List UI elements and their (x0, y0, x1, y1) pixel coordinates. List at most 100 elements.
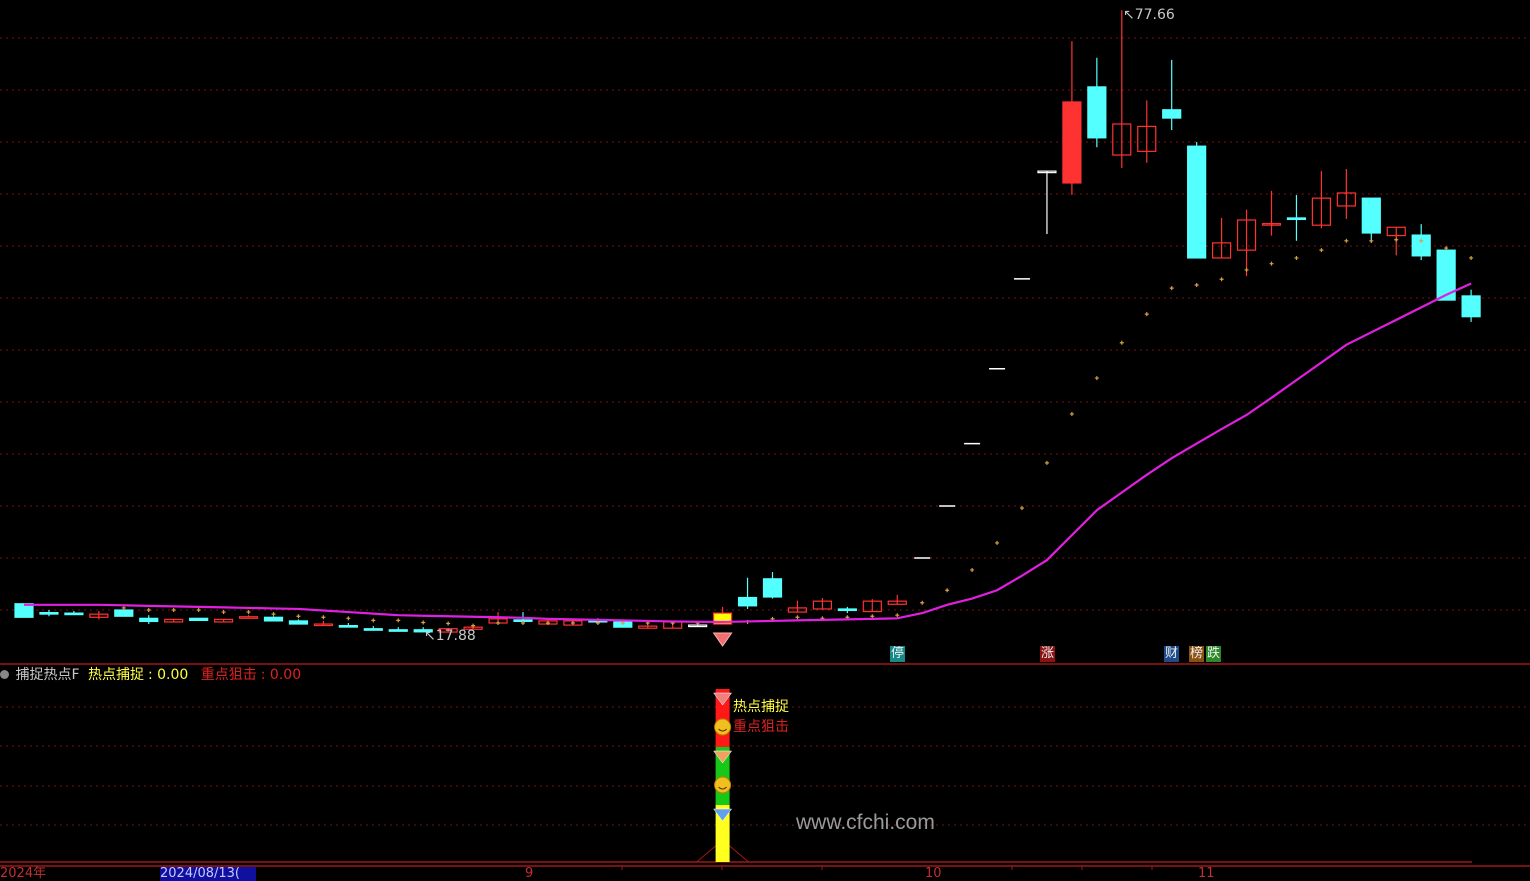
trail-dot (396, 618, 401, 623)
trail-dot (920, 600, 925, 605)
candle-body (737, 596, 758, 607)
indicator-name[interactable]: 捕捉热点F (15, 667, 80, 683)
candle-body (338, 624, 358, 628)
candle-body (1236, 219, 1257, 251)
trail-dot (945, 588, 950, 593)
trail-dot (1169, 286, 1174, 291)
smiley-icon (714, 718, 732, 736)
ma-line (24, 282, 1472, 624)
candle-body (1112, 123, 1132, 156)
trail-dot (1344, 238, 1349, 243)
trail-dot (995, 540, 1000, 545)
tag-rise[interactable]: 涨 (1040, 646, 1055, 662)
candle-body (214, 618, 234, 623)
candle-body (638, 625, 658, 629)
candle-body (64, 612, 84, 616)
trail-dot (1394, 237, 1399, 242)
candle-body (89, 613, 109, 618)
candle-body (1411, 234, 1431, 257)
diamond-icon (713, 808, 733, 822)
low-arrow-icon: ↖ (424, 628, 436, 644)
trail-dot (1244, 267, 1249, 272)
trail-dot (545, 621, 550, 625)
trail-dot (1294, 255, 1299, 260)
low-price-label: ↖17.88 (424, 628, 476, 644)
trail-dot (146, 608, 151, 612)
trail-dot (1419, 238, 1424, 243)
signal-label-snipe: 重点狙击 (733, 719, 789, 735)
trail-dot (1069, 411, 1074, 416)
axis-cursor-date: 2024/08/13( (160, 867, 256, 881)
trail-dot (1119, 340, 1124, 345)
trail-dot (1469, 255, 1474, 260)
trail-dot (570, 621, 575, 625)
tag-list[interactable]: 榜 (1189, 646, 1204, 662)
smiley-icon (714, 776, 732, 794)
candle-body (164, 618, 184, 623)
indicator-settings-icon[interactable] (0, 670, 9, 679)
trail-dot (595, 621, 600, 625)
tag-fall[interactable]: 跌 (1206, 646, 1221, 662)
candle-body (238, 616, 259, 619)
tag-suspend[interactable]: 停 (890, 646, 905, 662)
candle-body (762, 578, 783, 598)
axis-month-11: 11 (1198, 866, 1215, 881)
trail-dot (895, 613, 900, 618)
candle-body (862, 600, 882, 613)
smiley-mouth (718, 786, 727, 790)
trail-dot (1319, 248, 1324, 253)
trail-dot (271, 612, 276, 617)
trail-dot (196, 608, 201, 612)
candle-body (413, 629, 433, 633)
diamond-icon (713, 750, 733, 764)
trail-dot (1194, 283, 1199, 287)
candle-body (1436, 249, 1456, 301)
candle-body (688, 624, 708, 628)
trail-dot (870, 614, 875, 619)
trail-dot (1444, 246, 1449, 251)
candle-body (1062, 101, 1082, 184)
candle-body (887, 600, 907, 605)
candle-body (787, 607, 808, 613)
axis-year: 2024年 (0, 866, 47, 881)
candle-body (1162, 109, 1182, 119)
candle-body (263, 616, 284, 622)
trail-dot (970, 567, 975, 572)
trail-dot (446, 621, 451, 626)
trail-dot (246, 610, 251, 615)
trail-dot (221, 610, 226, 615)
candle-body (812, 600, 833, 610)
tag-finance[interactable]: 财 (1164, 646, 1179, 662)
trail-dot (346, 616, 351, 621)
candle-body (313, 623, 333, 627)
trail-dot (1044, 460, 1049, 465)
candle-body (1286, 217, 1307, 221)
candle-body (139, 617, 159, 623)
diamond-icon (713, 692, 733, 706)
candle-body (837, 608, 857, 612)
candle-body (1187, 145, 1207, 259)
trail-dot (1269, 261, 1274, 266)
candle-body (363, 628, 383, 631)
candle-body (1386, 226, 1406, 237)
candle-body (388, 629, 408, 632)
trail-dot (1020, 506, 1024, 511)
smiley-mouth (718, 728, 727, 732)
high-arrow-icon: ↖ (1123, 7, 1135, 23)
trail-dot (521, 621, 525, 625)
trail-dot (795, 615, 800, 620)
trail-dot (121, 605, 126, 610)
high-price-label: ↖77.66 (1123, 7, 1175, 23)
candle-body (288, 620, 309, 625)
candle-body (1261, 223, 1282, 226)
candle-body (114, 609, 134, 617)
trail-dot (1369, 238, 1374, 243)
candle-body (189, 617, 209, 622)
trail-dot (1094, 376, 1099, 381)
candle-body (563, 620, 583, 626)
trail-dot (296, 614, 301, 619)
signal-label-hot: 热点捕捉 (733, 699, 789, 715)
candle-body (1311, 197, 1332, 226)
candle-body (1037, 170, 1057, 174)
